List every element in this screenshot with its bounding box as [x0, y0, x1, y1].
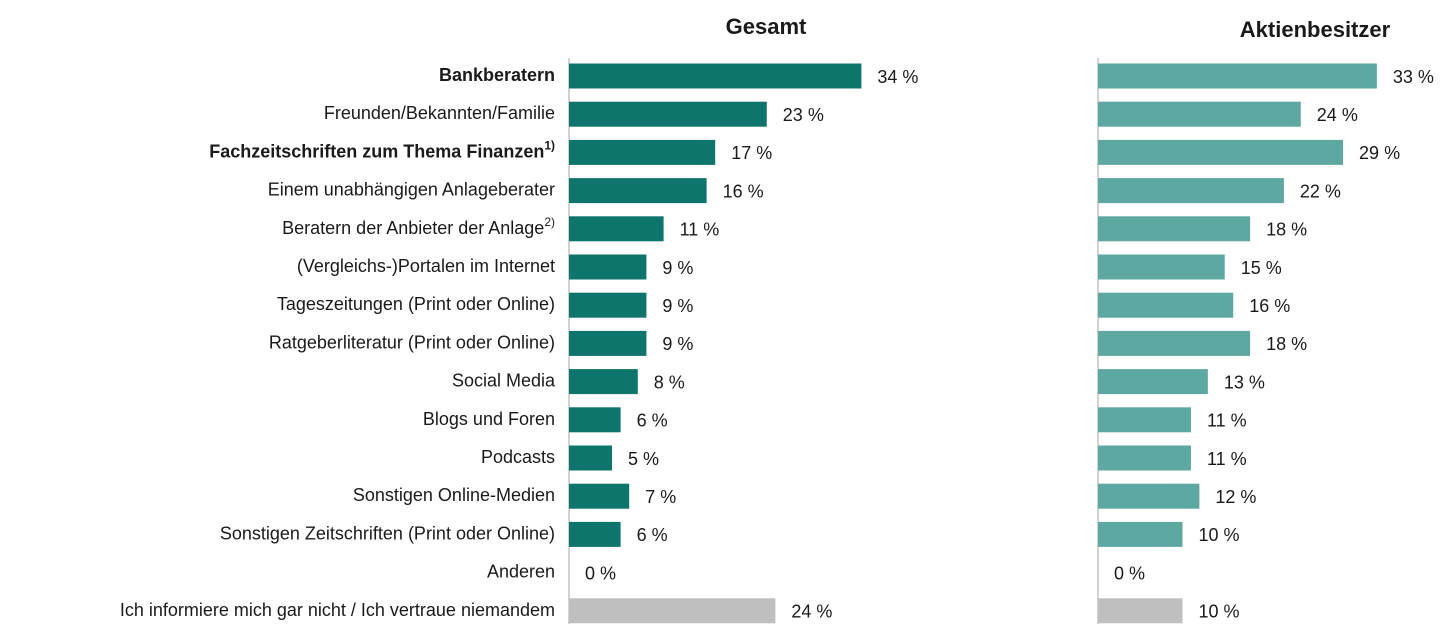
category-text: Beratern der Anbieter der Anlage	[282, 218, 544, 238]
value-label: 10 %	[1199, 525, 1240, 545]
category-label: Einem unabhängigen Anlageberater	[268, 179, 555, 199]
value-label: 6 %	[637, 525, 668, 545]
bar	[1098, 521, 1183, 547]
value-label: 9 %	[662, 334, 693, 354]
value-label: 22 %	[1300, 181, 1341, 201]
category-text: Tageszeitungen (Print oder Online)	[277, 294, 555, 314]
category-label: Anderen	[487, 561, 555, 581]
category-label: Blogs und Foren	[423, 409, 555, 429]
bar	[1098, 139, 1344, 165]
value-label: 24 %	[791, 602, 832, 622]
bar	[569, 445, 612, 471]
category-text: Sonstigen Online-Medien	[353, 485, 555, 505]
chart-title: Aktienbesitzer	[1240, 17, 1391, 42]
bar	[569, 292, 647, 318]
value-label: 23 %	[783, 105, 824, 125]
value-label: 11 %	[680, 220, 720, 240]
bar	[569, 63, 862, 89]
category-label: Podcasts	[481, 447, 555, 467]
chart-title: Gesamt	[726, 14, 807, 39]
bar	[569, 483, 630, 509]
category-text: Ich informiere mich gar nicht / Ich vert…	[120, 600, 555, 620]
value-label: 24 %	[1317, 105, 1358, 125]
category-label: Bankberatern	[439, 65, 555, 85]
bar	[1098, 292, 1234, 318]
bar	[569, 407, 621, 433]
bar	[569, 254, 647, 280]
bar	[569, 598, 776, 624]
category-text: Blogs und Foren	[423, 409, 555, 429]
value-label: 10 %	[1199, 602, 1240, 622]
bar	[1098, 483, 1200, 509]
bar	[569, 369, 638, 395]
category-text: (Vergleichs-)Portalen im Internet	[297, 256, 555, 276]
bar	[1098, 330, 1251, 356]
value-label: 0 %	[585, 563, 616, 583]
value-label: 11 %	[1207, 449, 1247, 469]
category-label: Fachzeitschriften zum Thema Finanzen1)	[209, 139, 555, 162]
value-label: 16 %	[1249, 296, 1290, 316]
category-label: Sonstigen Zeitschriften (Print oder Onli…	[220, 523, 555, 543]
category-label: Sonstigen Online-Medien	[353, 485, 555, 505]
bar	[1098, 598, 1183, 624]
category-text: Einem unabhängigen Anlageberater	[268, 179, 555, 199]
category-text: Ratgeberliteratur (Print oder Online)	[269, 332, 555, 352]
value-label: 6 %	[637, 411, 668, 431]
value-label: 34 %	[877, 67, 918, 87]
bar	[569, 139, 716, 165]
bar	[1098, 178, 1284, 204]
footnote-mark: 1)	[544, 139, 555, 153]
bar	[569, 216, 664, 242]
value-label: 8 %	[654, 372, 685, 392]
value-label: 7 %	[645, 487, 676, 507]
value-label: 33 %	[1393, 67, 1434, 87]
footnote-mark: 2)	[544, 215, 555, 229]
category-label: Freunden/Bekannten/Familie	[324, 103, 555, 123]
value-label: 18 %	[1266, 220, 1307, 240]
bar	[1098, 254, 1225, 280]
value-label: 13 %	[1224, 372, 1265, 392]
bar	[1098, 101, 1301, 127]
value-label: 29 %	[1359, 143, 1400, 163]
value-label: 18 %	[1266, 334, 1307, 354]
value-label: 9 %	[662, 258, 693, 278]
bar	[569, 178, 707, 204]
value-label: 12 %	[1215, 487, 1256, 507]
category-text: Freunden/Bekannten/Familie	[324, 103, 555, 123]
value-label: 0 %	[1114, 563, 1145, 583]
bar	[1098, 445, 1191, 471]
bar	[569, 101, 767, 127]
category-text: Fachzeitschriften zum Thema Finanzen	[209, 141, 544, 161]
bar	[569, 330, 647, 356]
value-label: 16 %	[723, 181, 764, 201]
value-label: 9 %	[662, 296, 693, 316]
value-label: 5 %	[628, 449, 659, 469]
category-label: (Vergleichs-)Portalen im Internet	[297, 256, 555, 276]
value-label: 17 %	[731, 143, 772, 163]
category-label: Ratgeberliteratur (Print oder Online)	[269, 332, 555, 352]
bar	[1098, 216, 1251, 242]
bar	[1098, 369, 1208, 395]
category-label: Social Media	[452, 370, 556, 390]
bar	[1098, 407, 1191, 433]
category-text: Bankberatern	[439, 65, 555, 85]
category-text: Podcasts	[481, 447, 555, 467]
category-label: Ich informiere mich gar nicht / Ich vert…	[120, 600, 555, 620]
category-text: Social Media	[452, 370, 556, 390]
category-label: Tageszeitungen (Print oder Online)	[277, 294, 555, 314]
category-text: Anderen	[487, 561, 555, 581]
value-label: 11 %	[1207, 411, 1247, 431]
bar	[1098, 63, 1377, 89]
category-label: Beratern der Anbieter der Anlage2)	[282, 215, 555, 238]
category-text: Sonstigen Zeitschriften (Print oder Onli…	[220, 523, 555, 543]
bar	[569, 521, 621, 547]
value-label: 15 %	[1241, 258, 1282, 278]
